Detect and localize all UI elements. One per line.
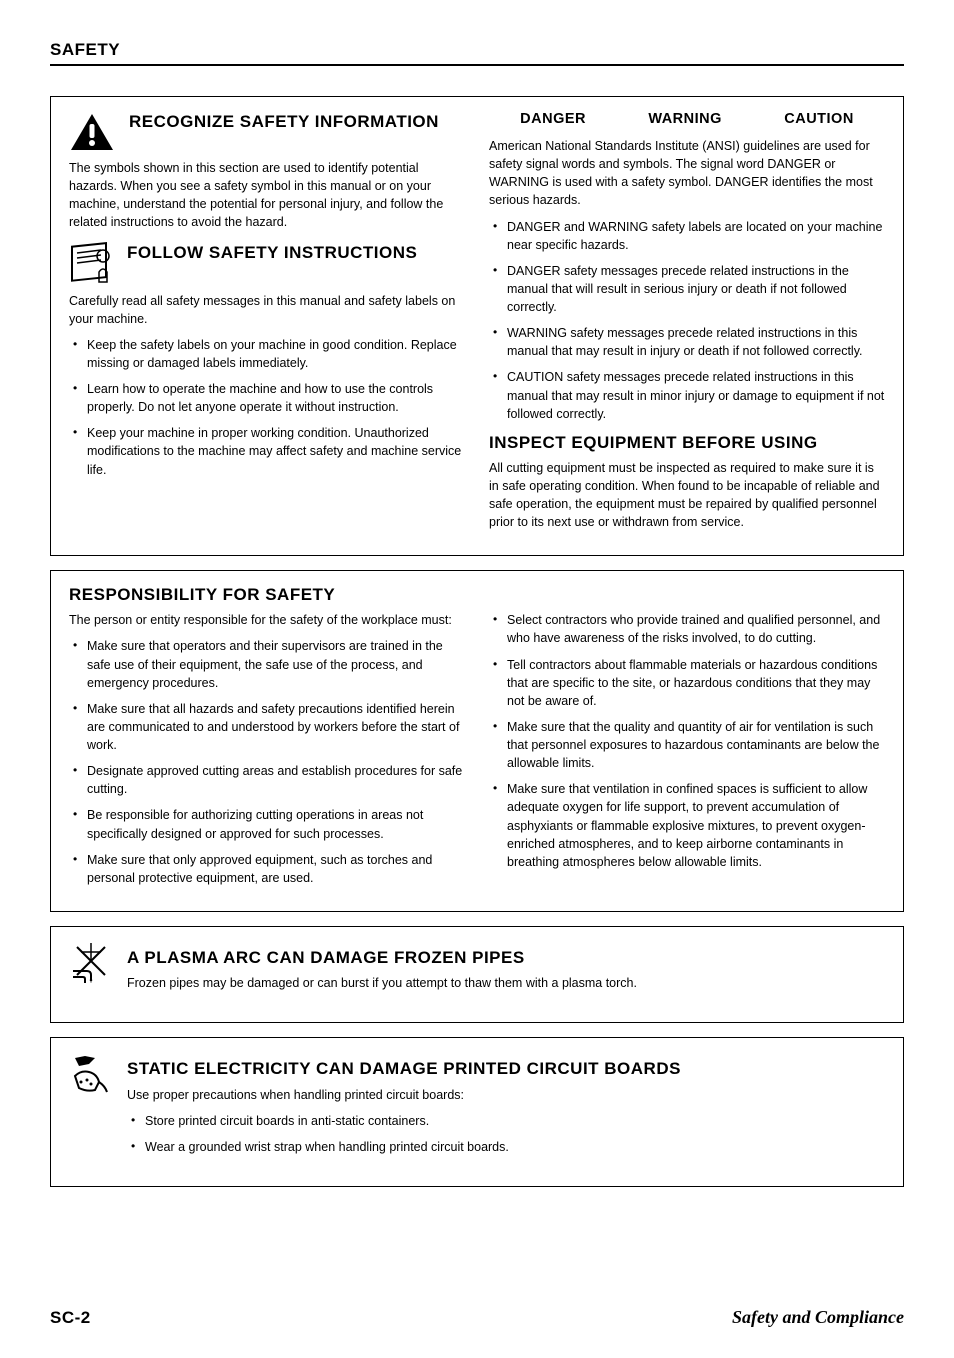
resp-left-col: The person or entity responsible for the…	[69, 611, 465, 895]
list-item: Learn how to operate the machine and how…	[69, 380, 465, 416]
resp-intro: The person or entity responsible for the…	[69, 611, 465, 629]
safety-info-box: RECOGNIZE SAFETY INFORMATION The symbols…	[50, 96, 904, 556]
signal-caution: CAUTION	[784, 111, 854, 127]
plasma-title: A PLASMA ARC CAN DAMAGE FROZEN PIPES	[127, 947, 885, 968]
list-item: Make sure that all hazards and safety pr…	[69, 700, 465, 754]
document-title: Safety and Compliance	[732, 1307, 904, 1328]
list-item: WARNING safety messages precede related …	[489, 324, 885, 360]
list-item: Make sure that operators and their super…	[69, 637, 465, 691]
inspect-title: INSPECT EQUIPMENT BEFORE USING	[489, 433, 885, 453]
ansi-intro: American National Standards Institute (A…	[489, 137, 885, 210]
frozen-pipe-icon	[69, 941, 113, 985]
page-header: SAFETY	[50, 40, 904, 66]
static-list: Store printed circuit boards in anti-sta…	[127, 1112, 885, 1156]
list-item: DANGER and WARNING safety labels are loc…	[489, 218, 885, 254]
list-item: CAUTION safety messages precede related …	[489, 368, 885, 422]
plasma-header: A PLASMA ARC CAN DAMAGE FROZEN PIPES Fro…	[69, 941, 885, 1000]
list-item: Be responsible for authorizing cutting o…	[69, 806, 465, 842]
list-item: Tell contractors about flammable materia…	[489, 656, 885, 710]
recognize-title: RECOGNIZE SAFETY INFORMATION	[129, 111, 439, 132]
box1-right-col: DANGER WARNING CAUTION American National…	[489, 111, 885, 539]
static-body: Use proper precautions when handling pri…	[127, 1086, 885, 1104]
resp-right-list: Select contractors who provide trained a…	[489, 611, 885, 871]
list-item: Make sure that only approved equipment, …	[69, 851, 465, 887]
manual-book-icon	[69, 242, 113, 286]
list-item: Keep the safety labels on your machine i…	[69, 336, 465, 372]
follow-list: Keep the safety labels on your machine i…	[69, 336, 465, 479]
responsibility-title: RESPONSIBILITY FOR SAFETY	[69, 585, 885, 605]
static-header: STATIC ELECTRICITY CAN DAMAGE PRINTED CI…	[69, 1052, 885, 1164]
list-item: Select contractors who provide trained a…	[489, 611, 885, 647]
recognize-body: The symbols shown in this section are us…	[69, 159, 465, 232]
resp-right-col: Select contractors who provide trained a…	[489, 611, 885, 895]
signal-words-row: DANGER WARNING CAUTION	[489, 111, 885, 127]
signal-warning: WARNING	[648, 111, 722, 127]
recognize-header: RECOGNIZE SAFETY INFORMATION	[69, 111, 465, 153]
list-item: Designate approved cutting areas and est…	[69, 762, 465, 798]
follow-title: FOLLOW SAFETY INSTRUCTIONS	[127, 242, 417, 263]
static-title: STATIC ELECTRICITY CAN DAMAGE PRINTED CI…	[127, 1058, 885, 1079]
page-footer: SC-2 Safety and Compliance	[50, 1307, 904, 1328]
list-item: Make sure that the quality and quantity …	[489, 718, 885, 772]
static-box: STATIC ELECTRICITY CAN DAMAGE PRINTED CI…	[50, 1037, 904, 1187]
list-item: DANGER safety messages precede related i…	[489, 262, 885, 316]
inspect-body: All cutting equipment must be inspected …	[489, 459, 885, 532]
plasma-body: Frozen pipes may be damaged or can burst…	[127, 974, 885, 992]
warning-triangle-icon	[69, 111, 115, 153]
follow-header: FOLLOW SAFETY INSTRUCTIONS	[69, 242, 465, 286]
list-item: Keep your machine in proper working cond…	[69, 424, 465, 478]
list-item: Store printed circuit boards in anti-sta…	[127, 1112, 885, 1130]
list-item: Wear a grounded wrist strap when handlin…	[127, 1138, 885, 1156]
page-number: SC-2	[50, 1308, 91, 1328]
responsibility-box: RESPONSIBILITY FOR SAFETY The person or …	[50, 570, 904, 912]
plasma-arc-box: A PLASMA ARC CAN DAMAGE FROZEN PIPES Fro…	[50, 926, 904, 1023]
box1-left-col: RECOGNIZE SAFETY INFORMATION The symbols…	[69, 111, 465, 539]
static-hand-icon	[69, 1052, 113, 1096]
resp-left-list: Make sure that operators and their super…	[69, 637, 465, 887]
signal-danger: DANGER	[520, 111, 586, 127]
follow-body: Carefully read all safety messages in th…	[69, 292, 465, 328]
signal-list: DANGER and WARNING safety labels are loc…	[489, 218, 885, 423]
list-item: Make sure that ventilation in confined s…	[489, 780, 885, 871]
